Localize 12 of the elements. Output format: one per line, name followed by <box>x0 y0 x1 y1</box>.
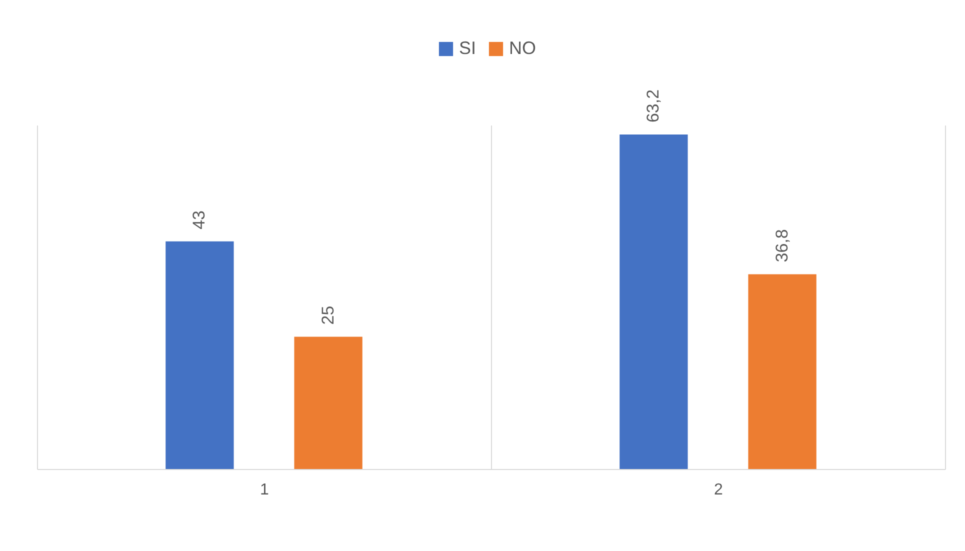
legend-label: SI <box>459 38 476 58</box>
bar <box>166 241 234 469</box>
x-tick-label: 2 <box>714 482 724 498</box>
data-label: 36,8 <box>772 229 792 262</box>
legend-label: NO <box>509 38 536 58</box>
bar <box>748 274 816 469</box>
x-tick-label: 1 <box>260 482 270 498</box>
bar <box>620 134 688 469</box>
bar <box>294 336 362 469</box>
data-label: 63,2 <box>644 89 663 123</box>
data-label: 43 <box>190 210 209 230</box>
data-label: 25 <box>318 306 338 325</box>
